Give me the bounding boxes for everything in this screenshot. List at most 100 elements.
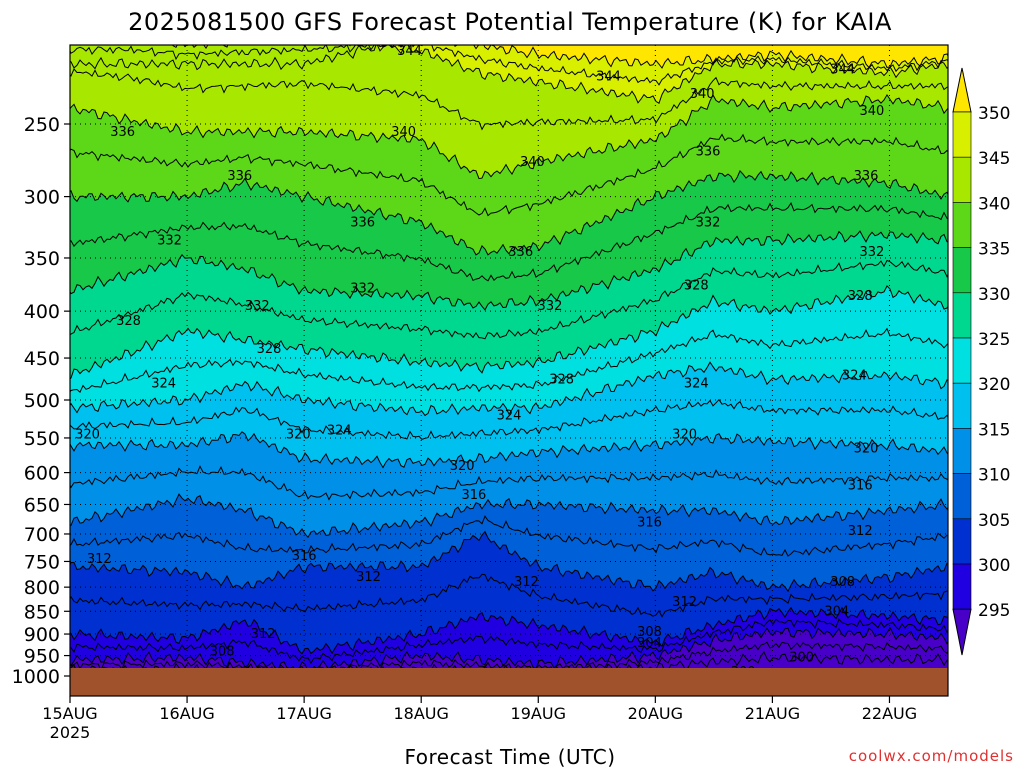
colorbar-tick-label: 320 <box>978 375 1010 395</box>
contour-328 <box>70 285 948 380</box>
contour-label: 328 <box>848 289 873 304</box>
contour-label: 328 <box>116 314 141 329</box>
x-tick-label: 19AUG <box>511 704 566 723</box>
colorbar-segment <box>952 518 972 565</box>
y-tick-label: 1000 <box>12 666 60 688</box>
colorbar-tick-label: 295 <box>978 601 1010 621</box>
contour-label: 312 <box>672 595 697 610</box>
colorbar-bottom-arrow <box>952 608 972 656</box>
y-tick-label: 750 <box>24 551 60 573</box>
contour-mid-312 <box>70 573 948 618</box>
contour-350 <box>70 45 948 71</box>
contour-label: 320 <box>854 442 879 457</box>
colorbar-segment <box>952 473 972 520</box>
y-tick-label: 950 <box>24 646 60 668</box>
contour-label: 344 <box>596 70 621 85</box>
contour-mid-304 <box>70 641 948 668</box>
contour-340 <box>70 93 948 180</box>
colorbar-segment <box>952 292 972 339</box>
contour-label: 336 <box>508 245 533 260</box>
contour-mid-324 <box>70 398 948 440</box>
colorbar-tick-label: 310 <box>978 466 1010 486</box>
colorbar-tick-label: 315 <box>978 420 1010 440</box>
contour-label: 340 <box>520 155 545 170</box>
x-tick-label: 15AUG <box>42 704 97 723</box>
colorbar-segment <box>952 428 972 474</box>
contour-300 <box>70 651 948 668</box>
chart-title: 2025081500 GFS Forecast Potential Temper… <box>128 8 892 36</box>
y-tick-label: 300 <box>24 187 60 209</box>
contour-label: 320 <box>75 427 100 442</box>
colorbar-tick-label: 305 <box>978 511 1010 531</box>
x-tick-label: 18AUG <box>393 704 448 723</box>
contour-label: 300 <box>789 651 814 666</box>
contour-332 <box>70 230 948 311</box>
colorbar-segment <box>952 382 972 429</box>
colorbar-tick-label: 340 <box>978 194 1010 214</box>
x-year-label: 2025 <box>50 723 91 742</box>
contour-label: 332 <box>350 282 375 297</box>
contour-label: 336 <box>350 215 375 230</box>
contour-label: 332 <box>859 245 884 260</box>
contour-label: 308 <box>830 575 855 590</box>
contour-label: 304 <box>637 636 662 651</box>
contour-label: 300 <box>731 665 756 680</box>
contour-label: 324 <box>497 409 522 424</box>
contour-label: 312 <box>514 575 539 590</box>
contour-label: 332 <box>157 234 182 249</box>
colorbar-tick-label: 330 <box>978 285 1010 305</box>
contour-label: 340 <box>859 104 884 119</box>
contour-label: 304 <box>824 604 849 619</box>
x-tick-label: 17AUG <box>276 704 331 723</box>
colorbar-tick-label: 350 <box>978 104 1010 124</box>
contour-label: 320 <box>672 427 697 442</box>
colorbar-segment <box>952 337 972 384</box>
theta-band-304 <box>70 627 948 668</box>
contour-label: 328 <box>549 373 574 388</box>
contour-308 <box>70 606 948 655</box>
colorbar-segment <box>952 247 972 294</box>
contour-324 <box>70 361 948 417</box>
contour-312 <box>70 530 948 593</box>
colorbar-tick-label: 300 <box>978 556 1010 576</box>
x-tick-label: 21AUG <box>745 704 800 723</box>
contour-320 <box>70 431 948 469</box>
contour-label: 340 <box>391 125 416 140</box>
y-tick-label: 500 <box>24 390 60 412</box>
contour-label: 320 <box>286 427 311 442</box>
contour-label: 328 <box>684 278 709 293</box>
contour-label: 320 <box>450 459 475 474</box>
y-tick-label: 250 <box>24 114 60 136</box>
contour-label: 332 <box>696 215 721 230</box>
colorbar-tick-label: 325 <box>978 330 1010 350</box>
contour-label: 336 <box>110 125 135 140</box>
y-tick-label: 350 <box>24 248 60 270</box>
contour-label: 324 <box>151 377 176 392</box>
contour-label: 324 <box>684 377 709 392</box>
plot-frame <box>69 44 949 697</box>
x-axis-title: Forecast Time (UTC) <box>404 745 615 768</box>
contour-label: 332 <box>245 299 270 314</box>
contour-label: 312 <box>87 552 112 567</box>
x-axis: 15AUG 16AUG 17AUG 18AUG 19AUG 20AUG 21AUG 22AUG <box>42 696 917 723</box>
colorbar-segment <box>952 563 972 610</box>
contour-label: 336 <box>227 169 252 184</box>
y-tick-label: 550 <box>24 428 60 450</box>
contour-mid-336 <box>70 202 948 282</box>
y-tick-label: 400 <box>24 301 60 323</box>
colorbar: 350 345 340 335 330 325 320 315 310 305 300 295 <box>952 67 1010 656</box>
contour-345 <box>154 45 948 104</box>
contour-label: 344 <box>397 44 422 59</box>
plot-area: 344 344 344 340 340 340 340 336 336 336 336 336 336 3… <box>70 44 948 680</box>
colorbar-segment <box>952 111 972 158</box>
y-tick-label: 700 <box>24 524 60 546</box>
contour-label: 316 <box>292 549 317 564</box>
colorbar-tick-label: 335 <box>978 240 1010 260</box>
y-tick-label: 850 <box>24 601 60 623</box>
colorbar-tick-label: 345 <box>978 149 1010 169</box>
contour-label: 336 <box>854 169 879 184</box>
colorbar-segment <box>952 202 972 248</box>
contour-mid-340 <box>70 133 948 217</box>
contour-label: 316 <box>848 479 873 494</box>
